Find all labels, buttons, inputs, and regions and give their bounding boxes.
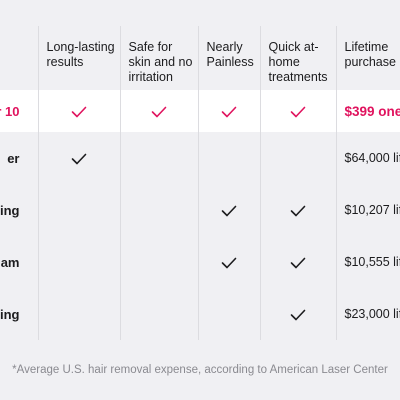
header-long-lasting: Long-lasting results [37, 26, 120, 90]
checkmark-icon [290, 257, 306, 269]
footnote: *Average U.S. hair removal expense, acco… [12, 364, 388, 376]
feature-cell [259, 132, 336, 184]
table-header-row: Long-lasting results Safe for skin and n… [0, 26, 400, 90]
feature-cell [197, 236, 260, 288]
feature-cell [37, 236, 120, 288]
header-nearly-painless: Nearly Painless [197, 26, 260, 90]
table-row: am $10,555 lif [0, 236, 400, 288]
row-lifetime-price: $399 one [335, 90, 400, 132]
feature-cell [37, 132, 120, 184]
header-lifetime-purchase: Lifetime purchase [335, 26, 400, 90]
feature-cell [37, 184, 120, 236]
feature-cell [119, 90, 198, 132]
row-lifetime-price: $64,000 lif [335, 132, 400, 184]
feature-cell [259, 236, 336, 288]
checkmark-icon [151, 106, 167, 118]
feature-cell [259, 184, 336, 236]
header-safe-for-skin: Safe for skin and no irritation [119, 26, 198, 90]
header-quick-at-home: Quick at-home treatments [259, 26, 336, 90]
checkmark-icon [71, 106, 87, 118]
feature-cell [119, 236, 198, 288]
row-product-name: ing [0, 306, 20, 322]
feature-cell [197, 132, 260, 184]
feature-cell [37, 288, 120, 340]
row-product-name: am [0, 254, 20, 270]
feature-cell [259, 90, 336, 132]
comparison-table: Long-lasting results Safe for skin and n… [0, 26, 400, 340]
header-product-column [0, 26, 38, 90]
row-lifetime-price: $10,207 life [335, 184, 400, 236]
checkmark-icon [71, 153, 87, 165]
table-body: Air 10 $399 one er $64,000 lif ving $10,207 l… [0, 90, 400, 340]
checkmark-icon [290, 106, 306, 118]
table-row-highlight: Air 10 $399 one [0, 90, 400, 132]
row-lifetime-price: $10,555 lif [335, 236, 400, 288]
feature-cell [37, 90, 120, 132]
row-product-name: ving [0, 202, 20, 218]
feature-cell [119, 288, 198, 340]
checkmark-icon [221, 205, 237, 217]
table-row: ving $10,207 life [0, 184, 400, 236]
feature-cell [119, 184, 198, 236]
row-product-name: er [7, 150, 20, 166]
checkmark-icon [221, 257, 237, 269]
feature-cell [119, 132, 198, 184]
row-product-name: Air 10 [0, 90, 38, 132]
checkmark-icon [290, 205, 306, 217]
feature-cell [259, 288, 336, 340]
table-row: er $64,000 lif [0, 132, 400, 184]
feature-cell [197, 288, 260, 340]
table-row: ing $23,000 lif [0, 288, 400, 340]
checkmark-icon [221, 106, 237, 118]
feature-cell [197, 184, 260, 236]
feature-cell [197, 90, 260, 132]
row-lifetime-price: $23,000 lif [335, 288, 400, 340]
checkmark-icon [290, 309, 306, 321]
